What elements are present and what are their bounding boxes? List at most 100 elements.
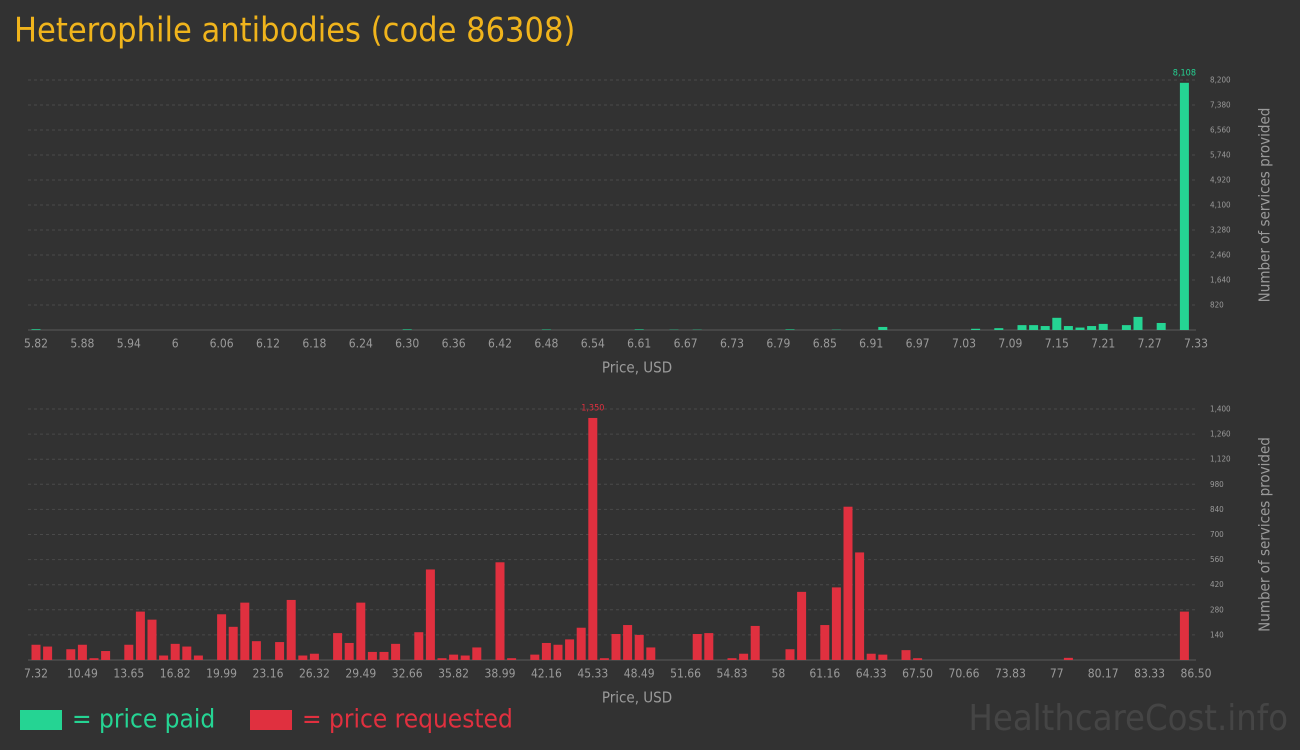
bar bbox=[994, 328, 1004, 330]
x-tick-label: 7.27 bbox=[1138, 337, 1162, 351]
bar bbox=[855, 552, 865, 660]
y-tick-label: 1,640 bbox=[1210, 276, 1231, 285]
bar bbox=[1029, 325, 1039, 330]
bar bbox=[866, 653, 876, 660]
bar bbox=[727, 658, 737, 660]
bar bbox=[217, 614, 227, 660]
bar bbox=[530, 654, 540, 660]
bar bbox=[1063, 326, 1073, 330]
bar bbox=[101, 651, 111, 660]
bar bbox=[1075, 327, 1085, 330]
bar bbox=[913, 658, 923, 660]
x-tick-label: 26.32 bbox=[299, 667, 330, 681]
bar bbox=[89, 658, 99, 660]
x-tick-label: 32.66 bbox=[392, 667, 423, 681]
bar bbox=[135, 611, 145, 660]
x-tick-label: 7.33 bbox=[1184, 337, 1208, 351]
bar bbox=[785, 649, 795, 660]
x-tick-label: 7.32 bbox=[24, 667, 48, 681]
bar bbox=[460, 655, 470, 660]
bar bbox=[1063, 657, 1073, 660]
x-tick-label: 6.67 bbox=[674, 337, 698, 351]
bar bbox=[77, 644, 87, 660]
x-tick-label: 7.15 bbox=[1045, 337, 1069, 351]
legend-swatch bbox=[20, 710, 62, 730]
x-tick-label: 6.73 bbox=[720, 337, 744, 351]
bar bbox=[971, 328, 981, 330]
x-tick-label: 6.48 bbox=[534, 337, 558, 351]
y-tick-label: 8,200 bbox=[1210, 76, 1231, 85]
data-label: 8,108 bbox=[1173, 68, 1196, 78]
x-tick-label: 19.99 bbox=[206, 667, 237, 681]
bar bbox=[147, 619, 157, 660]
y-tick-label: 840 bbox=[1210, 505, 1224, 514]
bar bbox=[1098, 323, 1108, 330]
x-tick-label: 6.61 bbox=[627, 337, 651, 351]
y-tick-label: 5,740 bbox=[1210, 151, 1231, 160]
bar bbox=[193, 655, 203, 660]
bar bbox=[124, 644, 134, 660]
bar bbox=[367, 651, 377, 660]
legend-swatch bbox=[250, 710, 292, 730]
x-tick-label: 61.16 bbox=[809, 667, 840, 681]
y-tick-label: 280 bbox=[1210, 605, 1224, 614]
bar bbox=[309, 653, 319, 660]
bar bbox=[275, 642, 285, 660]
bar bbox=[1179, 611, 1189, 660]
x-tick-label: 5.94 bbox=[117, 337, 141, 351]
x-tick-label: 77 bbox=[1050, 667, 1064, 681]
x-tick-label: 7.21 bbox=[1091, 337, 1115, 351]
x-tick-label: 13.65 bbox=[113, 667, 144, 681]
bar bbox=[1087, 326, 1097, 330]
y-tick-label: 7,380 bbox=[1210, 101, 1231, 110]
x-tick-label: 67.50 bbox=[902, 667, 933, 681]
bar bbox=[286, 599, 296, 660]
bar bbox=[878, 654, 888, 660]
y-tick-label: 1,260 bbox=[1210, 430, 1231, 439]
x-tick-label: 38.99 bbox=[485, 667, 516, 681]
data-label: 1,350 bbox=[581, 403, 604, 413]
x-tick-label: 7.09 bbox=[998, 337, 1022, 351]
y-axis-title: Number of services provided bbox=[1256, 108, 1274, 303]
x-tick-label: 6.30 bbox=[395, 337, 419, 351]
bar bbox=[599, 658, 609, 660]
bar bbox=[495, 562, 505, 660]
x-tick-label: 70.66 bbox=[949, 667, 980, 681]
x-tick-label: 6.18 bbox=[302, 337, 326, 351]
x-axis-title: Price, USD bbox=[602, 359, 672, 377]
bar bbox=[739, 653, 749, 660]
x-tick-label: 6.12 bbox=[256, 337, 280, 351]
x-tick-label: 6.85 bbox=[813, 337, 837, 351]
x-tick-label: 42.16 bbox=[531, 667, 562, 681]
legend-label: = price requested bbox=[302, 705, 513, 735]
x-tick-label: 16.82 bbox=[160, 667, 191, 681]
bar bbox=[565, 639, 575, 660]
bar bbox=[379, 651, 389, 660]
bar bbox=[472, 647, 482, 660]
x-tick-label: 6 bbox=[172, 337, 179, 351]
bar bbox=[553, 644, 563, 660]
bar bbox=[611, 634, 621, 660]
x-tick-label: 29.49 bbox=[345, 667, 376, 681]
y-tick-label: 420 bbox=[1210, 580, 1224, 589]
bar bbox=[356, 602, 366, 660]
x-tick-label: 80.17 bbox=[1088, 667, 1119, 681]
y-tick-label: 700 bbox=[1210, 530, 1224, 539]
x-tick-label: 35.82 bbox=[438, 667, 469, 681]
bar bbox=[1121, 325, 1131, 330]
x-tick-label: 73.83 bbox=[995, 667, 1026, 681]
y-tick-label: 980 bbox=[1210, 480, 1224, 489]
watermark: HealthcareCost.info bbox=[969, 698, 1288, 739]
bar bbox=[576, 627, 586, 660]
y-tick-label: 1,120 bbox=[1210, 455, 1231, 464]
y-tick-label: 6,560 bbox=[1210, 126, 1231, 135]
bar bbox=[1179, 82, 1189, 331]
y-tick-label: 3,280 bbox=[1210, 226, 1231, 235]
chart-title: Heterophile antibodies (code 86308) bbox=[14, 11, 575, 51]
x-tick-label: 51.66 bbox=[670, 667, 701, 681]
bar bbox=[333, 633, 343, 660]
x-tick-label: 45.33 bbox=[577, 667, 608, 681]
x-tick-label: 54.83 bbox=[717, 667, 748, 681]
